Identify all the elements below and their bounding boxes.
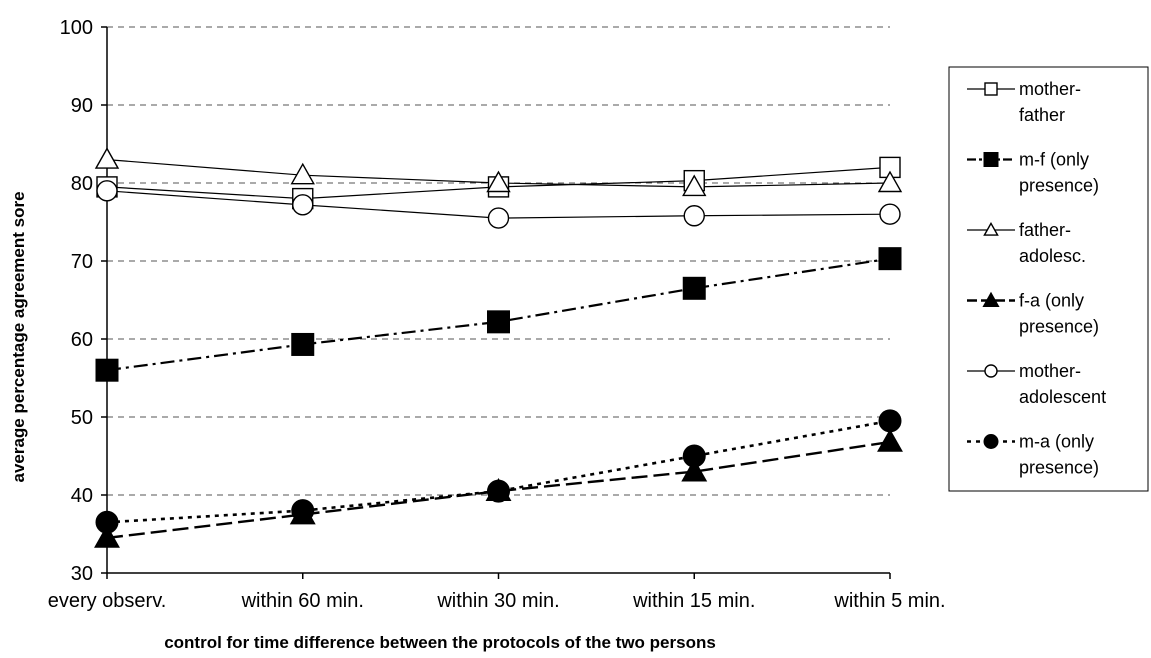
legend-label: f-a (only xyxy=(1019,291,1084,311)
legend-marker-0 xyxy=(984,82,998,96)
y-tick-label: 40 xyxy=(71,485,93,507)
legend-label: presence) xyxy=(1019,458,1099,478)
data-point-series-4 xyxy=(96,180,118,202)
y-tick-labels: 30 40 50 60 70 80 90 100 xyxy=(60,17,93,585)
data-point-series-1 xyxy=(682,276,706,300)
x-tick-label: within 30 min. xyxy=(436,590,559,612)
data-point-series-5 xyxy=(878,409,902,433)
legend-marker-1 xyxy=(983,152,999,167)
data-point-series-4 xyxy=(879,203,901,225)
data-point-series-4 xyxy=(292,194,314,216)
x-tick-label: within 60 min. xyxy=(241,590,364,612)
data-point-series-3 xyxy=(94,524,120,548)
data-point-series-4 xyxy=(487,207,510,229)
y-tick-label: 100 xyxy=(60,17,93,39)
legend-box xyxy=(948,66,1149,492)
legend-label: m-a (only xyxy=(1019,432,1094,452)
legend-label: adolesc. xyxy=(1019,246,1086,266)
legend-label: mother- xyxy=(1019,79,1081,99)
x-axis-title: control for time difference between the … xyxy=(164,633,716,652)
data-point-series-1 xyxy=(878,247,902,271)
data-point-series-4 xyxy=(683,205,705,227)
data-point-series-5 xyxy=(95,510,119,534)
series-group xyxy=(94,147,903,548)
y-tick-label: 70 xyxy=(71,251,93,273)
data-point-series-2 xyxy=(682,174,707,197)
series-line-5 xyxy=(106,419,891,524)
data-point-series-5 xyxy=(291,499,315,523)
x-tick-labels: every observ. within 60 min. within 30 min… xyxy=(48,590,946,612)
data-point-series-5 xyxy=(487,479,510,503)
x-tick-label: every observ. xyxy=(48,590,167,612)
y-tick-label: 80 xyxy=(71,173,93,195)
legend-marker-2 xyxy=(983,221,999,236)
legend-label: presence) xyxy=(1019,317,1099,337)
data-point-series-2 xyxy=(877,170,903,193)
series-line-1 xyxy=(106,257,891,372)
legend-label: adolescent xyxy=(1019,387,1106,407)
y-tick-label: 90 xyxy=(71,95,93,117)
gridlines xyxy=(107,26,890,496)
legend-label: mother- xyxy=(1019,361,1081,381)
data-point-series-5 xyxy=(682,444,706,468)
y-tick-label: 30 xyxy=(71,563,93,585)
x-tick-label: within 5 min. xyxy=(833,590,945,612)
data-point-series-3 xyxy=(681,458,708,482)
data-point-series-1 xyxy=(291,332,315,356)
data-point-series-2 xyxy=(290,162,315,185)
legend-label: presence) xyxy=(1019,176,1099,196)
y-tick-label: 50 xyxy=(71,407,93,429)
x-tick-label: within 15 min. xyxy=(632,590,755,612)
legend-marker-3 xyxy=(982,291,1000,307)
y-tick-label: 60 xyxy=(71,329,93,351)
legend-label: father xyxy=(1019,105,1065,125)
y-axis-title: average percentage agreement sore xyxy=(9,191,28,482)
legend: mother-father m-f (only presence) father-ad… xyxy=(948,66,1149,492)
data-point-series-2 xyxy=(94,147,120,169)
data-point-series-2 xyxy=(486,170,511,193)
data-point-series-3 xyxy=(877,428,903,452)
legend-marker-4 xyxy=(984,364,998,378)
data-point-series-1 xyxy=(95,358,119,382)
data-point-series-1 xyxy=(487,310,510,334)
legend-marker-5 xyxy=(983,434,999,449)
legend-label: m-f (only xyxy=(1019,150,1089,170)
legend-label: father- xyxy=(1019,220,1071,240)
